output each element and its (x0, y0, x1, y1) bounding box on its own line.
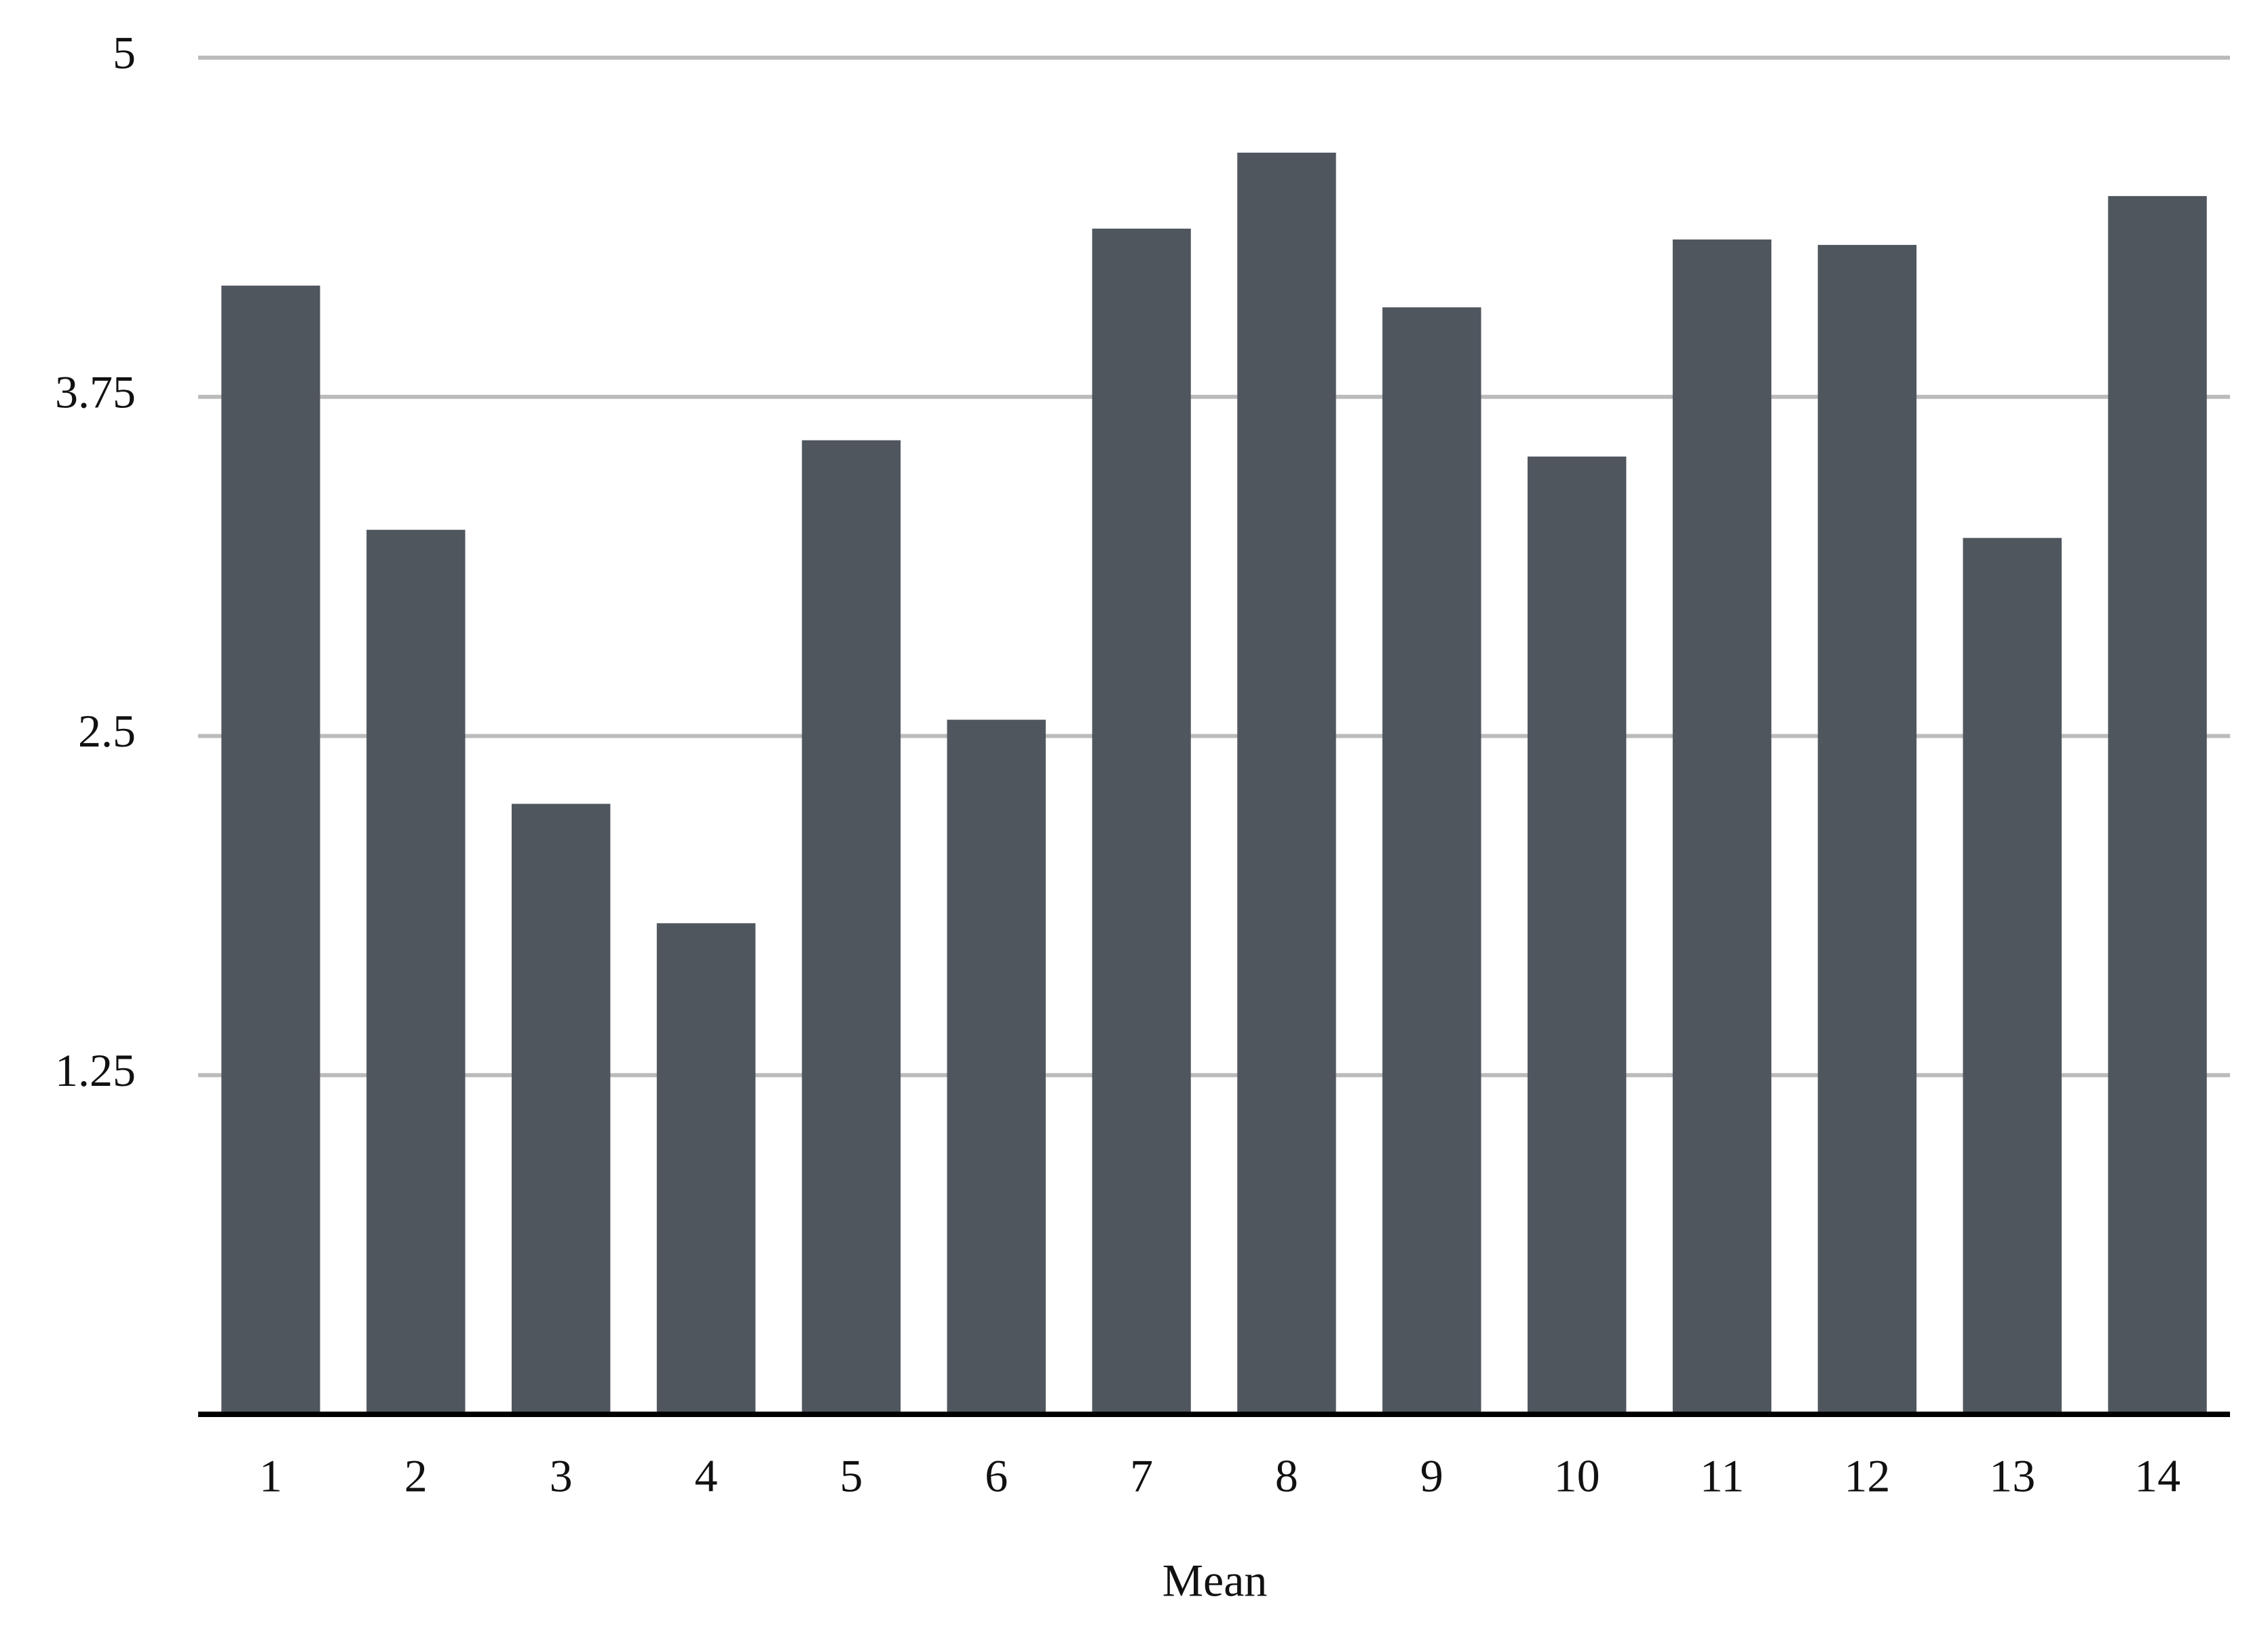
x-tick-label: 11 (1700, 1450, 1744, 1502)
x-tick-label: 7 (1130, 1450, 1153, 1502)
x-tick-label: 1 (259, 1450, 282, 1502)
bar (1672, 239, 1772, 1415)
bar (1817, 244, 1917, 1414)
bar (1382, 307, 1481, 1414)
x-tick-label: 9 (1420, 1450, 1443, 1502)
x-tick-label: 3 (550, 1450, 573, 1502)
bar (1237, 152, 1336, 1415)
x-tick-label: 6 (985, 1450, 1008, 1502)
y-tick-label: 1.25 (55, 1044, 136, 1096)
bar (1527, 456, 1627, 1414)
bar (511, 804, 611, 1414)
bar (221, 285, 320, 1414)
x-tick-label: 12 (1844, 1450, 1890, 1502)
bar (366, 529, 466, 1414)
x-tick-label: 2 (404, 1450, 428, 1502)
y-tick-label: 5 (113, 27, 136, 79)
bar (1092, 228, 1191, 1414)
bar (656, 923, 756, 1414)
x-tick-label: 13 (1989, 1450, 2035, 1502)
x-tick-label: 14 (2134, 1450, 2180, 1502)
y-tick-label: 3.75 (55, 366, 136, 417)
x-tick-label: 8 (1275, 1450, 1298, 1502)
bar (947, 719, 1046, 1414)
bar (801, 440, 901, 1414)
x-axis-label: Mean (1163, 1555, 1268, 1606)
bar (2108, 195, 2207, 1415)
x-tick-label: 10 (1554, 1450, 1600, 1502)
x-tick-label: 5 (839, 1450, 863, 1502)
bar (1963, 537, 2062, 1414)
y-tick-label: 2.5 (78, 705, 136, 757)
x-tick-label: 4 (695, 1450, 718, 1502)
